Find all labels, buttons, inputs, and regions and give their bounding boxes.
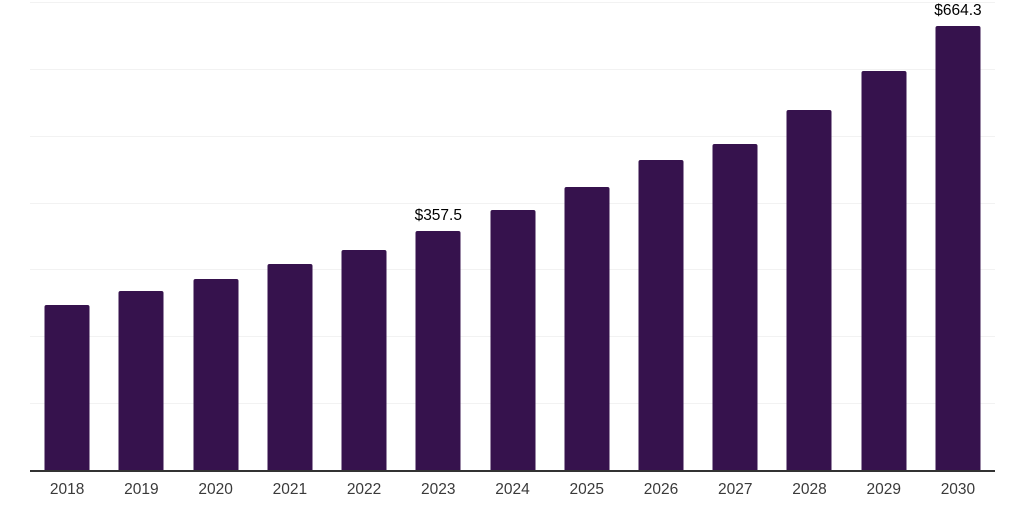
bar-band <box>550 2 624 470</box>
bar-band <box>327 2 401 470</box>
bar-band <box>253 2 327 470</box>
bar <box>44 304 90 470</box>
bar <box>193 278 239 470</box>
bar-value-label: $357.5 <box>414 207 462 225</box>
gridline <box>30 135 995 137</box>
bar <box>118 291 164 470</box>
bar <box>638 160 684 470</box>
x-tick-label: 2020 <box>198 481 233 498</box>
bar-band <box>624 2 698 470</box>
x-tick-label: 2027 <box>717 481 753 498</box>
gridline <box>30 2 995 3</box>
bar <box>490 209 536 470</box>
bar-band <box>847 2 921 470</box>
bar <box>786 110 832 470</box>
x-tick-label: 2022 <box>346 481 382 498</box>
bars-container: $357.5 $664.3 <box>30 2 995 470</box>
bar-band <box>104 2 178 470</box>
bar-band <box>772 2 846 470</box>
bar-value-label: $664.3 <box>934 2 982 20</box>
bar <box>712 143 758 470</box>
bar-band: $664.3 <box>921 2 995 470</box>
x-tick-label: 2021 <box>272 481 308 498</box>
bar-band: $357.5 <box>401 2 475 470</box>
x-tick-label: 2023 <box>421 481 456 498</box>
x-tick-label: 2028 <box>792 481 827 498</box>
bar-band <box>30 2 104 470</box>
bar <box>861 71 907 470</box>
bar <box>935 25 981 470</box>
x-tick-label: 2030 <box>940 481 976 498</box>
bar <box>415 231 461 470</box>
bar-band <box>475 2 549 470</box>
x-tick-label: 2025 <box>569 481 604 498</box>
bar <box>267 264 313 470</box>
x-axis: 2018 2019 2020 2021 2022 2023 2024 2025 2026 2027… <box>30 478 995 502</box>
x-tick-label: 2024 <box>495 481 530 498</box>
x-tick-label: 2029 <box>866 481 901 498</box>
bar <box>564 186 610 470</box>
bar-band <box>178 2 252 470</box>
x-tick-label: 2018 <box>49 481 85 498</box>
x-tick-label: 2019 <box>124 481 159 498</box>
gridline <box>30 68 995 70</box>
bar <box>341 249 387 470</box>
x-tick-label: 2026 <box>643 481 679 498</box>
gridline <box>30 202 995 204</box>
plot-area: $357.5 $664.3 <box>30 2 995 472</box>
bar-band <box>698 2 772 470</box>
